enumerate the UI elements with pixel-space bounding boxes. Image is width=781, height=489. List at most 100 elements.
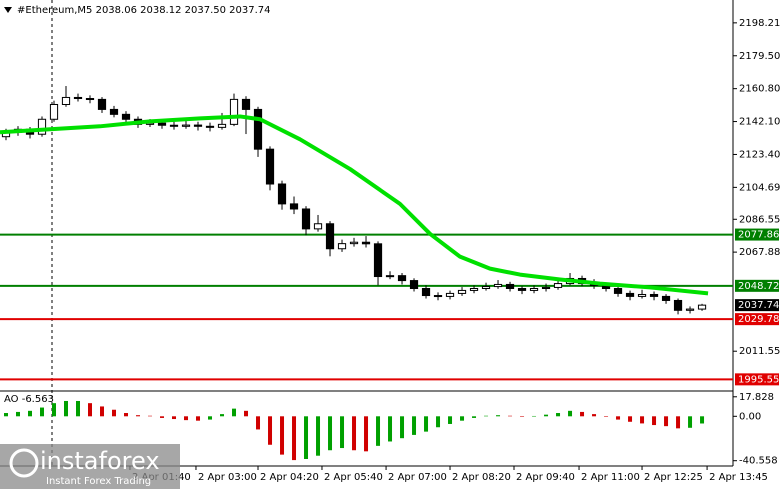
candle-body xyxy=(661,295,671,301)
ao-bar xyxy=(376,416,381,446)
y-tick-label: 2123.40 xyxy=(739,149,780,160)
ao-bar xyxy=(52,403,57,417)
ao-bar xyxy=(532,415,537,417)
ao-bar xyxy=(76,400,81,417)
y-tick-label: 2086.55 xyxy=(739,214,780,225)
ao-bar xyxy=(100,406,105,417)
candle-body xyxy=(457,289,467,294)
candle-body xyxy=(349,241,359,245)
level-label-box xyxy=(735,373,779,386)
ao-bar xyxy=(508,415,513,417)
ao-bar xyxy=(544,414,549,417)
y-tick-label: 2067.88 xyxy=(739,247,780,258)
ao-bar xyxy=(628,416,633,422)
x-tick-label: 2 Apr 13:45 xyxy=(709,472,768,483)
ao-bar xyxy=(652,416,657,426)
candle-body xyxy=(97,98,107,110)
candle-body xyxy=(649,293,659,297)
ao-bar xyxy=(592,414,597,417)
ao-bar xyxy=(520,416,525,417)
level-label-box xyxy=(735,279,779,292)
ao-bar xyxy=(412,416,417,435)
level-label: 2077.86 xyxy=(738,230,779,241)
ao-bar xyxy=(400,416,405,439)
ao-bar xyxy=(136,415,141,417)
ao-bar xyxy=(364,416,369,452)
ao-bar xyxy=(124,413,129,417)
candle-body xyxy=(313,223,323,230)
ao-bar xyxy=(616,416,621,420)
candle-body xyxy=(157,122,167,126)
candle-body xyxy=(673,299,683,311)
ao-bar xyxy=(328,416,333,451)
ao-bar xyxy=(316,416,321,456)
ao-bar xyxy=(4,413,9,417)
y-tick-label: 2011.55 xyxy=(739,346,780,357)
candle-body xyxy=(205,125,215,128)
candle-body xyxy=(493,283,503,288)
candle-body xyxy=(301,208,311,230)
y-tick-label: 2179.50 xyxy=(739,51,780,62)
candle-body xyxy=(481,286,491,289)
candle-body xyxy=(373,243,383,278)
candle-body xyxy=(109,108,119,115)
level-label-box xyxy=(735,313,779,326)
ao-bar xyxy=(292,416,297,461)
candle-body xyxy=(625,292,635,297)
candle-body xyxy=(37,118,47,135)
candle-body xyxy=(85,98,95,101)
candle-body xyxy=(193,124,203,127)
ao-bar xyxy=(484,415,489,417)
candle-body xyxy=(49,103,59,120)
candle-body xyxy=(337,243,347,250)
ao-bar xyxy=(472,416,477,418)
x-tick-label: 2 Apr 07:00 xyxy=(388,472,447,483)
ao-bar xyxy=(220,414,225,417)
ao-bar xyxy=(640,416,645,424)
candle-body xyxy=(265,148,275,185)
y-tick-label: 2104.69 xyxy=(739,182,780,193)
ao-bar xyxy=(160,416,165,418)
ao-bar xyxy=(580,411,585,417)
ao-bar xyxy=(352,416,357,451)
candle-body xyxy=(325,223,335,250)
candle-body xyxy=(121,113,131,120)
x-tick-label: 2 Apr 12:25 xyxy=(644,472,703,483)
ao-bar xyxy=(196,416,201,421)
candle-body xyxy=(469,287,479,291)
y-tick-label: 17.828 xyxy=(739,392,774,403)
candle-body xyxy=(541,286,551,289)
level-label-box xyxy=(735,228,779,241)
ao-bar xyxy=(604,416,609,417)
level-label: 2029.78 xyxy=(738,314,779,325)
x-tick-label: 2 Apr 05:40 xyxy=(324,472,383,483)
watermark: instaforex Instant Forex Trading xyxy=(0,444,180,489)
candle-body xyxy=(361,241,371,245)
ao-bar xyxy=(460,416,465,421)
ao-bar xyxy=(16,411,21,417)
candle-body xyxy=(421,287,431,297)
candle-body xyxy=(217,123,227,128)
x-tick-label: 2 Apr 08:20 xyxy=(452,472,511,483)
candle-body xyxy=(685,308,695,311)
x-tick-label: 2 Apr 03:00 xyxy=(198,472,257,483)
candle-body xyxy=(409,280,419,289)
ao-bar xyxy=(208,416,213,420)
last-price-label: 2037.74 xyxy=(738,300,779,311)
watermark-brand: instaforex xyxy=(40,447,160,475)
ao-bar xyxy=(496,415,501,417)
candle-body xyxy=(73,96,83,100)
candle-body xyxy=(529,287,539,291)
candle-body xyxy=(169,124,179,127)
x-tick-label: 2 Apr 09:40 xyxy=(516,472,575,483)
candle-body xyxy=(697,304,707,310)
y-tick-label: 0.00 xyxy=(739,411,761,422)
x-tick-label: 2 Apr 04:20 xyxy=(260,472,319,483)
ao-bar xyxy=(340,416,345,449)
ao-bar xyxy=(88,403,93,417)
ao-bar xyxy=(268,416,273,445)
ao-bar xyxy=(244,410,249,417)
candle-body xyxy=(517,287,527,291)
